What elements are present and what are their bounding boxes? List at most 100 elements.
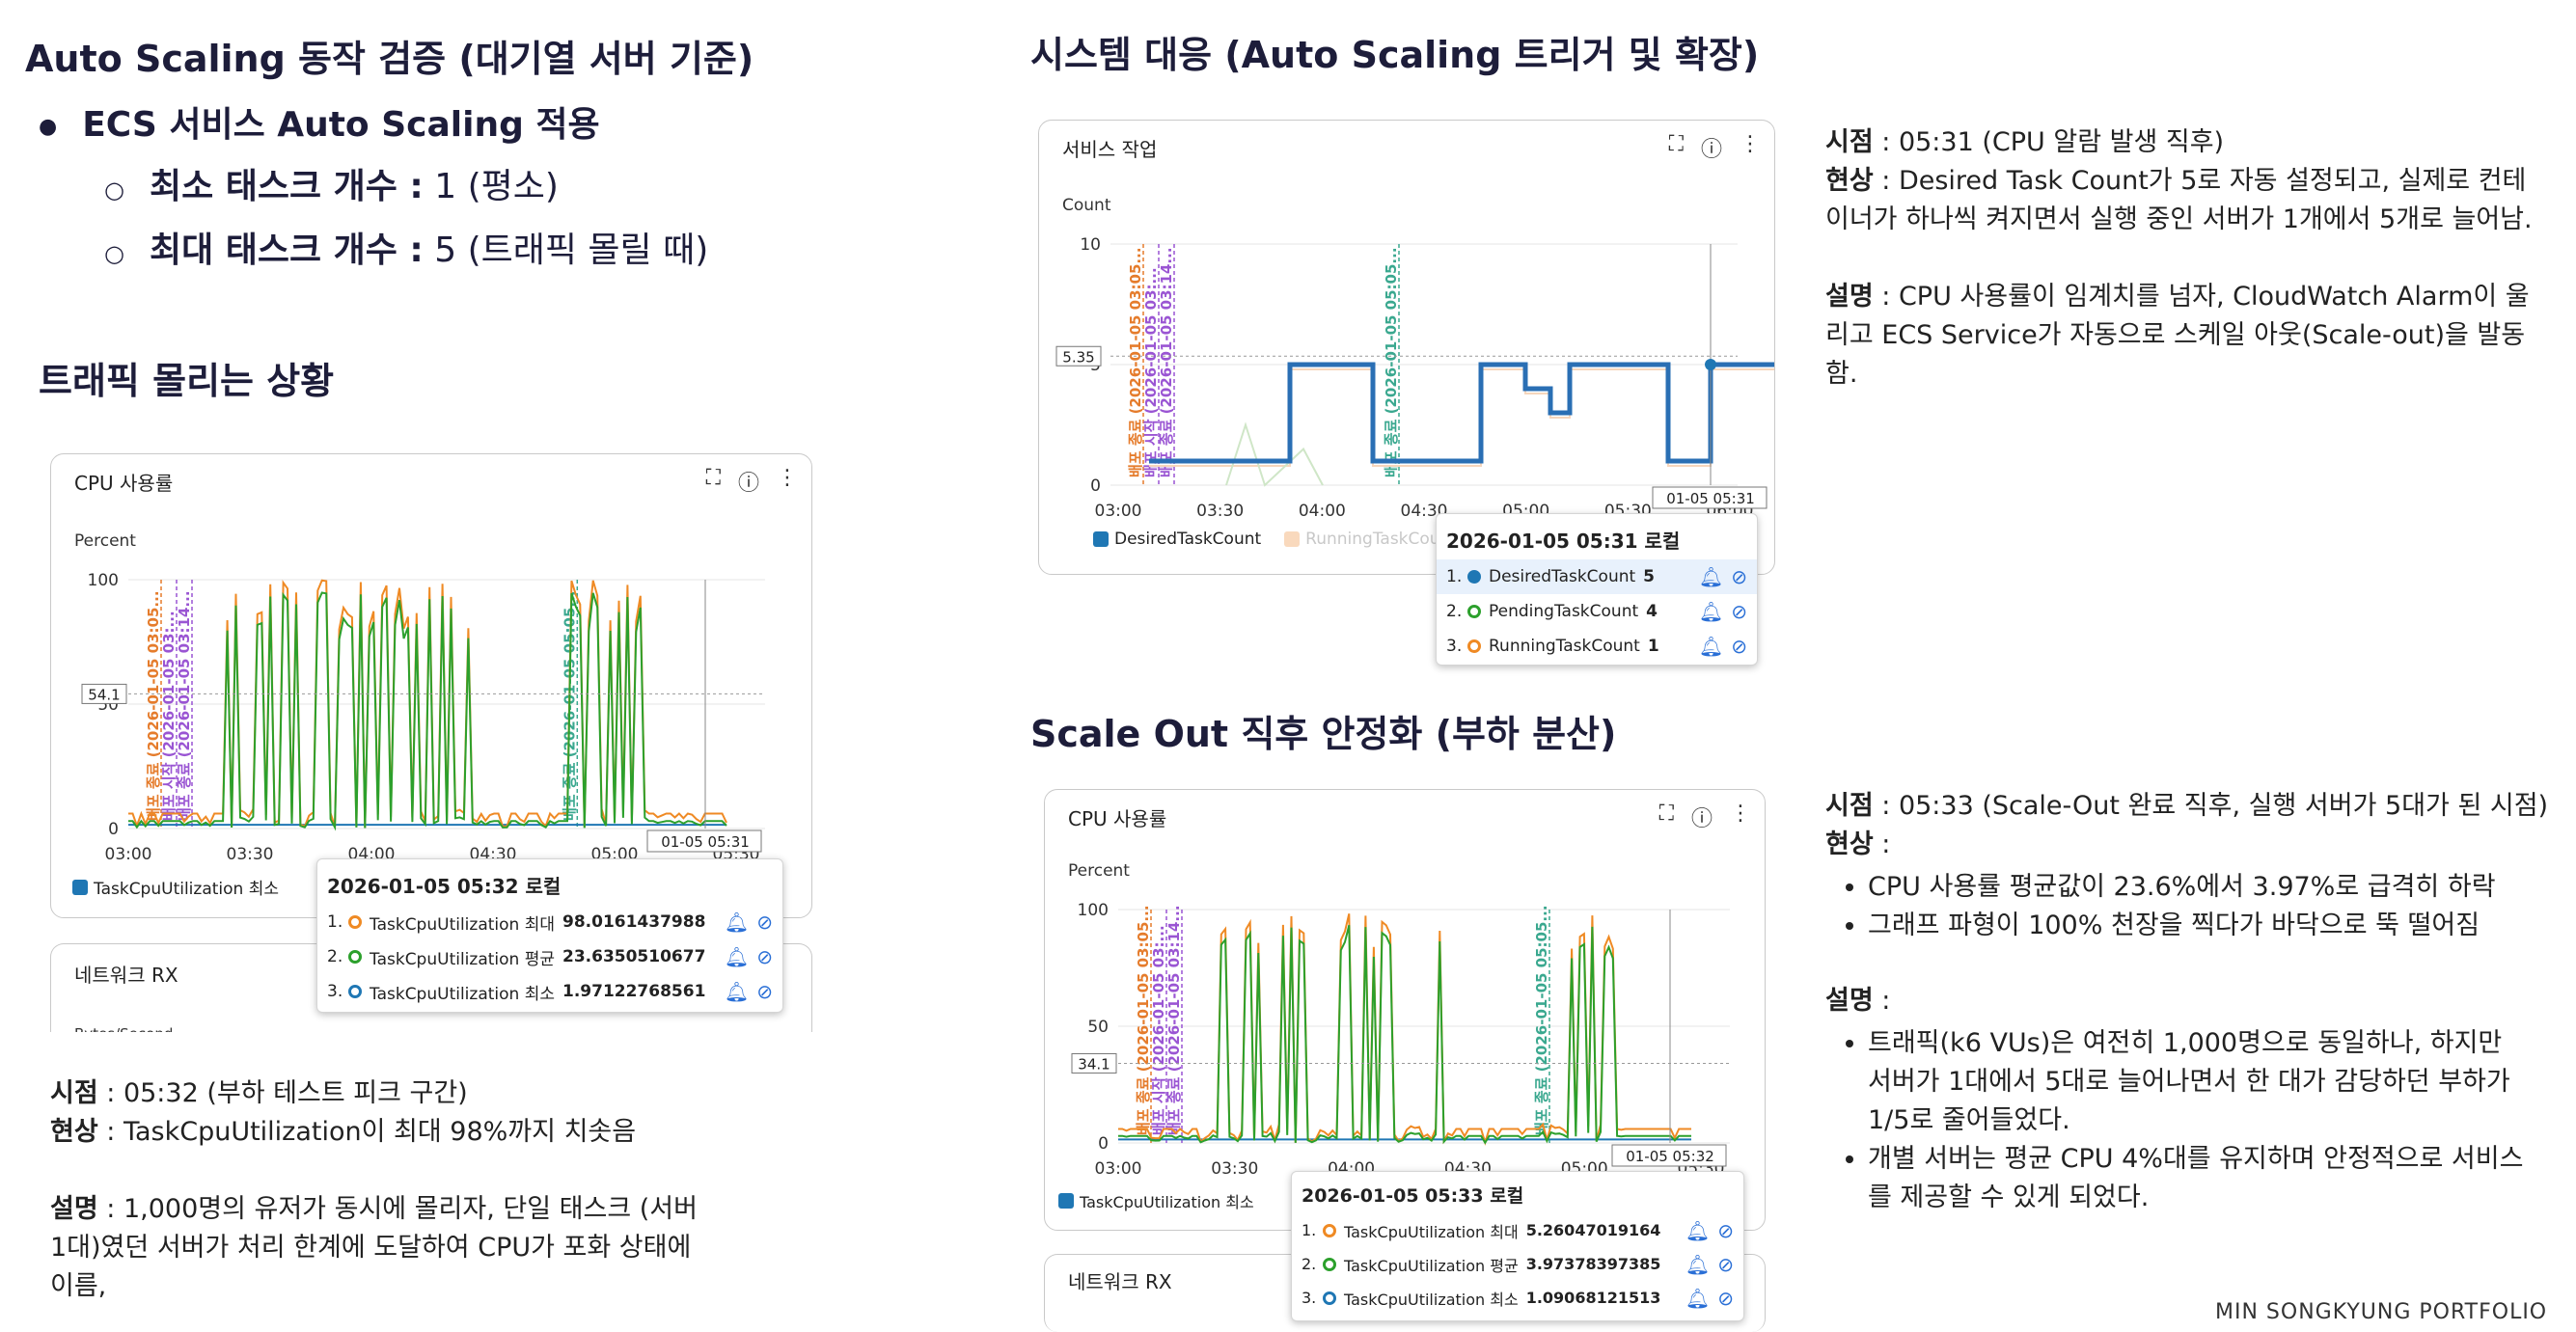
tooltip-row: 1. TaskCpuUtilization 최대 5.26047019164 🔔…	[1292, 1213, 1743, 1247]
annotation-label: 배포 종료 (2026-01-05 03:14...	[1158, 247, 1175, 477]
text: : 05:31 (CPU 알람 발생 직후)	[1873, 127, 2225, 157]
cursor-time-box	[1611, 1144, 1727, 1167]
info-icon[interactable]: ⓘ	[1690, 807, 1713, 831]
x-tick-label: 03:00	[1095, 1159, 1142, 1179]
tooltip-header: 2026-01-05 05:31 로컬	[1446, 530, 1681, 553]
cursor-time-label: 01-05 05:31	[1666, 490, 1755, 507]
row-index: 1.	[1302, 1221, 1317, 1239]
legend-label: TaskCpuUtilization 최소	[1080, 1193, 1254, 1211]
list-item: 트래픽(k6 VUs)은 여전히 1,000명으로 동일하나, 하지만 서버가 …	[1868, 1024, 2530, 1140]
series-name: TaskCpuUtilization 최소	[370, 984, 555, 1004]
desc-phenomenon: 현상 : Desired Task Count가 5로 자동 설정되고, 실제로…	[1825, 162, 2539, 239]
annotation-label: 배포 종료 (2026-01-05 03:14...	[176, 590, 193, 821]
row-index: 2.	[327, 947, 343, 966]
cursor-time-box	[646, 829, 762, 853]
max-task-value: 5 (트래픽 몰릴 때)	[423, 231, 709, 270]
service-task-panel: 서비스 작업 ⛶ ⓘ ⋮ Count 105003:0003:3004:0004…	[1038, 120, 1775, 575]
spacer	[50, 1152, 706, 1190]
compass-icon[interactable]: ⊘	[756, 945, 773, 968]
series-value: 1.09068121513	[1525, 1289, 1661, 1307]
x-tick-label: 03:30	[1211, 1159, 1258, 1179]
compass-icon[interactable]: ⊘	[1717, 1286, 1734, 1310]
more-menu-icon[interactable]: ⋮	[777, 466, 798, 490]
expand-icon[interactable]: ⛶	[705, 466, 721, 490]
alarm-bell-icon[interactable]: 🔔︎	[1685, 1252, 1711, 1276]
series-marker	[348, 985, 362, 998]
y-tick-label: 10	[1080, 235, 1101, 255]
tooltip-row: 3. RunningTaskCount 1 🔔︎ ⊘	[1437, 629, 1757, 664]
y-tick-label: 0	[1098, 1134, 1109, 1154]
series-name: RunningTaskCount	[1489, 637, 1640, 656]
tooltip-row: 1. DesiredTaskCount 5 🔔︎ ⊘	[1437, 559, 1757, 594]
x-tick-label: 04:00	[1299, 502, 1346, 521]
chart-legend[interactable]: DesiredTaskCount RunningTaskCount	[1093, 530, 1457, 549]
row-actions: 🔔︎ ⊘	[711, 980, 773, 1003]
explanation-list: 트래픽(k6 VUs)은 여전히 1,000명으로 동일하나, 하지만 서버가 …	[1825, 1024, 2568, 1217]
more-menu-icon[interactable]: ⋮	[1730, 802, 1751, 826]
alarm-bell-icon[interactable]: 🔔︎	[1698, 565, 1724, 588]
desc-explanation: 설명 : CPU 사용률이 임계치를 넘자, CloudWatch Alarm이…	[1825, 278, 2539, 394]
alarm-bell-icon[interactable]: 🔔︎	[1685, 1218, 1711, 1242]
chart-legend[interactable]: TaskCpuUtilization 최소	[72, 875, 279, 899]
label: 현상	[1825, 829, 1874, 859]
legend-swatch	[1058, 1193, 1074, 1209]
list-item: 그래프 파형이 100% 천장을 찍다가 바닥으로 뚝 떨어짐	[1868, 907, 2568, 945]
label: 시점	[1825, 791, 1874, 821]
more-menu-icon[interactable]: ⋮	[1740, 132, 1761, 156]
panel-actions: ⛶ ⓘ ⋮	[1659, 802, 1751, 832]
series-line-avg	[1118, 924, 1691, 1145]
cursor-value-label: 54.1	[88, 686, 120, 703]
expand-icon[interactable]: ⛶	[1658, 802, 1674, 826]
annotation-label: 배포 종료 (2026-01-05 05:05...	[1533, 905, 1550, 1135]
compass-icon[interactable]: ⊘	[1717, 1218, 1734, 1242]
x-tick-label: 03:30	[1196, 502, 1244, 521]
label: 시점	[1825, 127, 1874, 157]
tooltip-header: 2026-01-05 05:33 로컬	[1302, 1185, 1524, 1207]
alarm-bell-icon[interactable]: 🔔︎	[724, 911, 750, 934]
list-item: 개별 서버는 평균 CPU 4%대를 유지하며 안정적으로 서비스를 제공할 수…	[1868, 1140, 2530, 1217]
compass-icon[interactable]: ⊘	[1731, 635, 1747, 658]
info-icon[interactable]: ⓘ	[1700, 138, 1722, 162]
min-task-label: 최소 태스크 개수 :	[149, 167, 424, 206]
row-actions: 🔔︎ ⊘	[1685, 635, 1747, 658]
legend-swatch	[1284, 531, 1301, 547]
description-scaleout: 시점 : 05:33 (Scale-Out 완료 직후, 실행 서버가 5대가 …	[1825, 787, 2568, 1217]
desc-phenomenon: 현상 : TaskCpuUtilization이 최대 98%까지 치솟음	[50, 1113, 706, 1152]
row-index: 2.	[1446, 602, 1463, 621]
legend-label: RunningTaskCount	[1305, 530, 1458, 549]
y-unit-label: Percent	[1068, 861, 1130, 881]
info-icon[interactable]: ⓘ	[737, 472, 759, 496]
compass-icon[interactable]: ⊘	[1731, 600, 1747, 623]
text: : 05:32 (부하 테스트 피크 구간)	[97, 1078, 468, 1108]
spacer	[1825, 945, 2568, 982]
panel-clip	[39, 1032, 830, 1071]
alarm-bell-icon[interactable]: 🔔︎	[1698, 635, 1724, 658]
label: 시점	[50, 1078, 98, 1108]
row-index: 3.	[1302, 1289, 1317, 1307]
series-marker	[348, 950, 362, 964]
chart-legend[interactable]: TaskCpuUtilization 최소	[1058, 1189, 1254, 1212]
y-unit-label: Count	[1062, 196, 1111, 215]
cpu-panel-2: CPU 사용률 ⛶ ⓘ ⋮ Percent 100 50 0 03:00 03:30 04…	[1044, 789, 1766, 1231]
row-index: 1.	[327, 912, 343, 932]
alarm-bell-icon[interactable]: 🔔︎	[724, 945, 750, 968]
description-traffic: 시점 : 05:32 (부하 테스트 피크 구간) 현상 : TaskCpuUt…	[50, 1074, 706, 1306]
compass-icon[interactable]: ⊘	[1717, 1252, 1734, 1276]
compass-icon[interactable]: ⊘	[756, 980, 773, 1003]
compass-icon[interactable]: ⊘	[756, 911, 773, 934]
row-index: 1.	[1446, 567, 1463, 586]
footer-portfolio: MIN SONGKYUNG PORTFOLIO	[2215, 1300, 2548, 1324]
series-name: DesiredTaskCount	[1489, 567, 1636, 586]
expand-icon[interactable]: ⛶	[1668, 132, 1684, 156]
compass-icon[interactable]: ⊘	[1731, 565, 1747, 588]
alarm-bell-icon[interactable]: 🔔︎	[1698, 600, 1724, 623]
series-name: TaskCpuUtilization 평균	[1344, 1256, 1519, 1275]
legend-label: TaskCpuUtilization 최소	[94, 880, 279, 899]
series-marker	[1323, 1291, 1336, 1305]
alarm-bell-icon[interactable]: 🔔︎	[1685, 1286, 1711, 1310]
alarm-bell-icon[interactable]: 🔔︎	[724, 980, 750, 1003]
series-value: 1.97122768561	[562, 982, 706, 1001]
series-line-max	[1118, 913, 1691, 1146]
row-actions: 🔔︎ ⊘	[1685, 600, 1747, 623]
